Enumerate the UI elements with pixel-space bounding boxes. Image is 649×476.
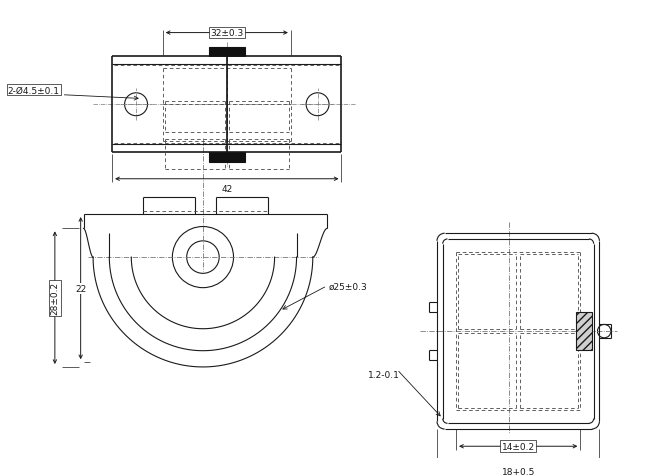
Bar xyxy=(576,312,592,350)
Text: 42: 42 xyxy=(221,184,232,193)
Text: 28±0.2: 28±0.2 xyxy=(51,281,59,315)
Bar xyxy=(209,48,245,57)
Text: 1.2-0.1: 1.2-0.1 xyxy=(368,370,400,379)
Text: 32±0.3: 32±0.3 xyxy=(210,29,243,38)
Bar xyxy=(209,153,245,162)
Text: 18+0.5: 18+0.5 xyxy=(502,466,535,476)
Text: 22: 22 xyxy=(75,284,86,293)
Text: 2-Ø4.5±0.1: 2-Ø4.5±0.1 xyxy=(8,86,60,95)
Text: ø25±0.3: ø25±0.3 xyxy=(329,282,368,291)
Text: 14±0.2: 14±0.2 xyxy=(502,442,535,451)
